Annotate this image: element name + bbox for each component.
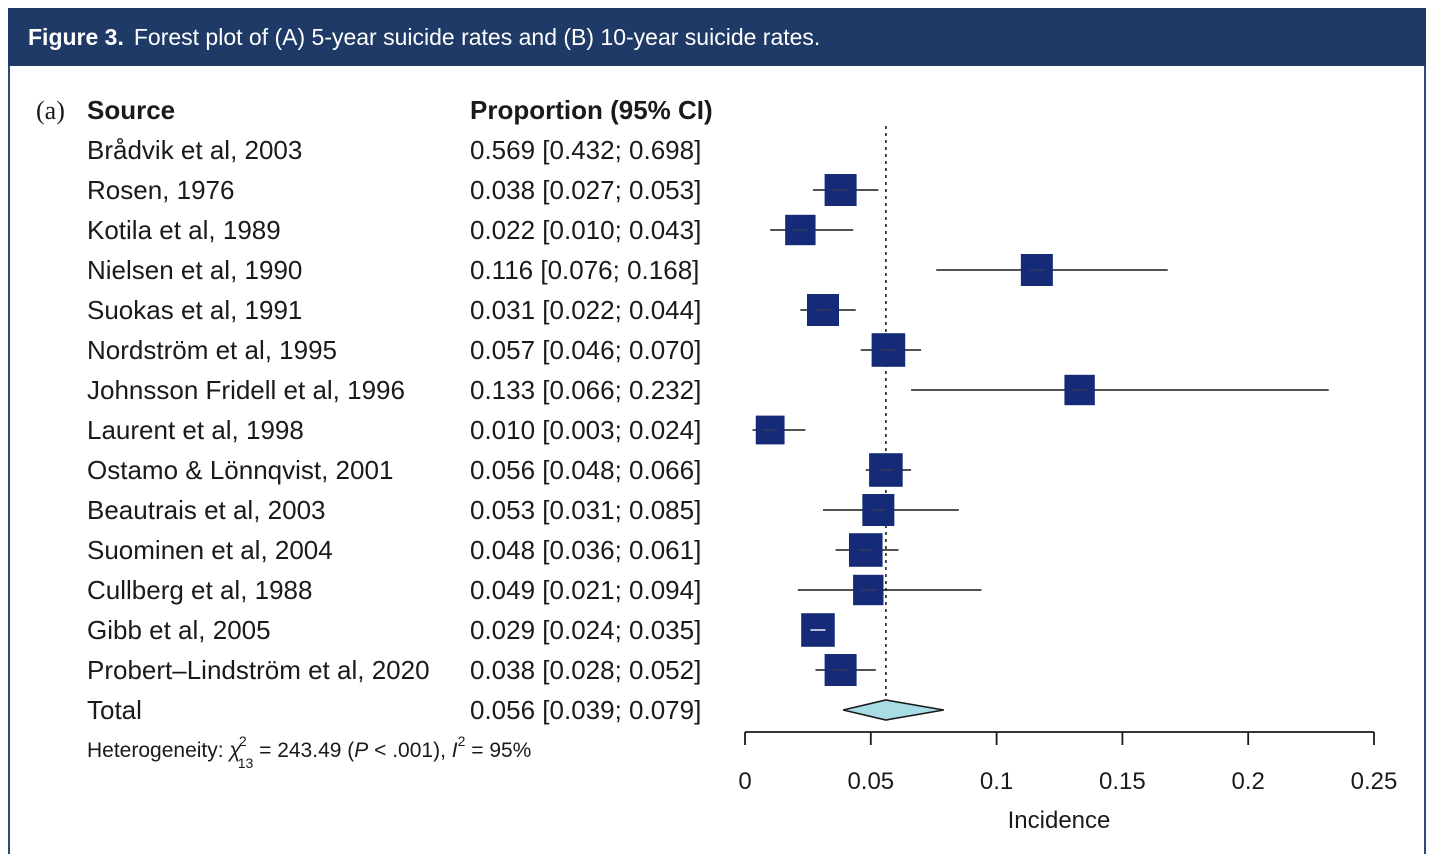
total-estimate-label: 0.056 [0.039; 0.079] xyxy=(470,695,701,725)
study-estimate-label: 0.029 [0.024; 0.035] xyxy=(470,615,701,645)
study-source-label: Suokas et al, 1991 xyxy=(87,295,302,325)
study-source-label: Rosen, 1976 xyxy=(87,175,234,205)
study-estimate-label: 0.056 [0.048; 0.066] xyxy=(470,455,701,485)
x-tick-label: 0 xyxy=(738,768,751,795)
study-source-label: Ostamo & Lönnqvist, 2001 xyxy=(87,455,393,485)
study-source-label: Probert–Lindström et al, 2020 xyxy=(87,655,430,685)
heterogeneity-text: Heterogeneity: χ2 13 = 243.49 (P < .001),… xyxy=(87,733,531,771)
x-tick-label: 0.1 xyxy=(980,768,1013,795)
study-source-label: Suominen et al, 2004 xyxy=(87,535,333,565)
study-source-label: Nielsen et al, 1990 xyxy=(87,255,302,285)
x-tick-label: 0.15 xyxy=(1099,768,1146,795)
study-estimate-label: 0.038 [0.027; 0.053] xyxy=(470,175,701,205)
x-tick-label: 0.25 xyxy=(1351,768,1398,795)
study-source-label: Gibb et al, 2005 xyxy=(87,615,271,645)
study-source-label: Cullberg et al, 1988 xyxy=(87,575,312,605)
study-source-label: Johnsson Fridell et al, 1996 xyxy=(87,375,405,405)
study-estimate-label: 0.022 [0.010; 0.043] xyxy=(470,215,701,245)
study-estimate-label: 0.116 [0.076; 0.168] xyxy=(470,255,699,285)
figure-caption: Forest plot of (A) 5-year suicide rates … xyxy=(133,23,821,50)
figure-frame xyxy=(8,8,1426,854)
study-estimate-label: 0.010 [0.003; 0.024] xyxy=(470,415,701,445)
study-estimate-label: 0.053 [0.031; 0.085] xyxy=(470,495,701,525)
x-tick-label: 0.2 xyxy=(1232,768,1265,795)
study-estimate-label: 0.057 [0.046; 0.070] xyxy=(470,335,701,365)
figure-label: Figure 3. xyxy=(28,23,124,50)
study-estimate-label: 0.048 [0.036; 0.061] xyxy=(470,535,701,565)
study-source-label: Nordström et al, 1995 xyxy=(87,335,337,365)
total-diamond xyxy=(842,699,944,721)
column-header-estimate: Proportion (95% CI) xyxy=(470,95,713,125)
study-estimate-label: 0.569 [0.432; 0.698] xyxy=(470,135,701,165)
study-estimate-label: 0.133 [0.066; 0.232] xyxy=(470,375,701,405)
total-source-label: Total xyxy=(87,695,142,725)
panel-label: (a) xyxy=(36,96,65,125)
x-tick-label: 0.05 xyxy=(847,768,894,795)
study-source-label: Kotila et al, 1989 xyxy=(87,215,281,245)
study-source-label: Beautrais et al, 2003 xyxy=(87,495,326,525)
study-source-label: Laurent et al, 1998 xyxy=(87,415,304,445)
figure-header: Figure 3. Forest plot of (A) 5-year suic… xyxy=(8,8,1426,66)
study-estimate-label: 0.049 [0.021; 0.094] xyxy=(470,575,701,605)
study-estimate-label: 0.038 [0.028; 0.052] xyxy=(470,655,701,685)
study-source-label: Brådvik et al, 2003 xyxy=(87,135,302,165)
study-estimate-label: 0.031 [0.022; 0.044] xyxy=(470,295,701,325)
x-axis-label: Incidence xyxy=(1008,807,1111,834)
column-header-source: Source xyxy=(87,95,175,125)
